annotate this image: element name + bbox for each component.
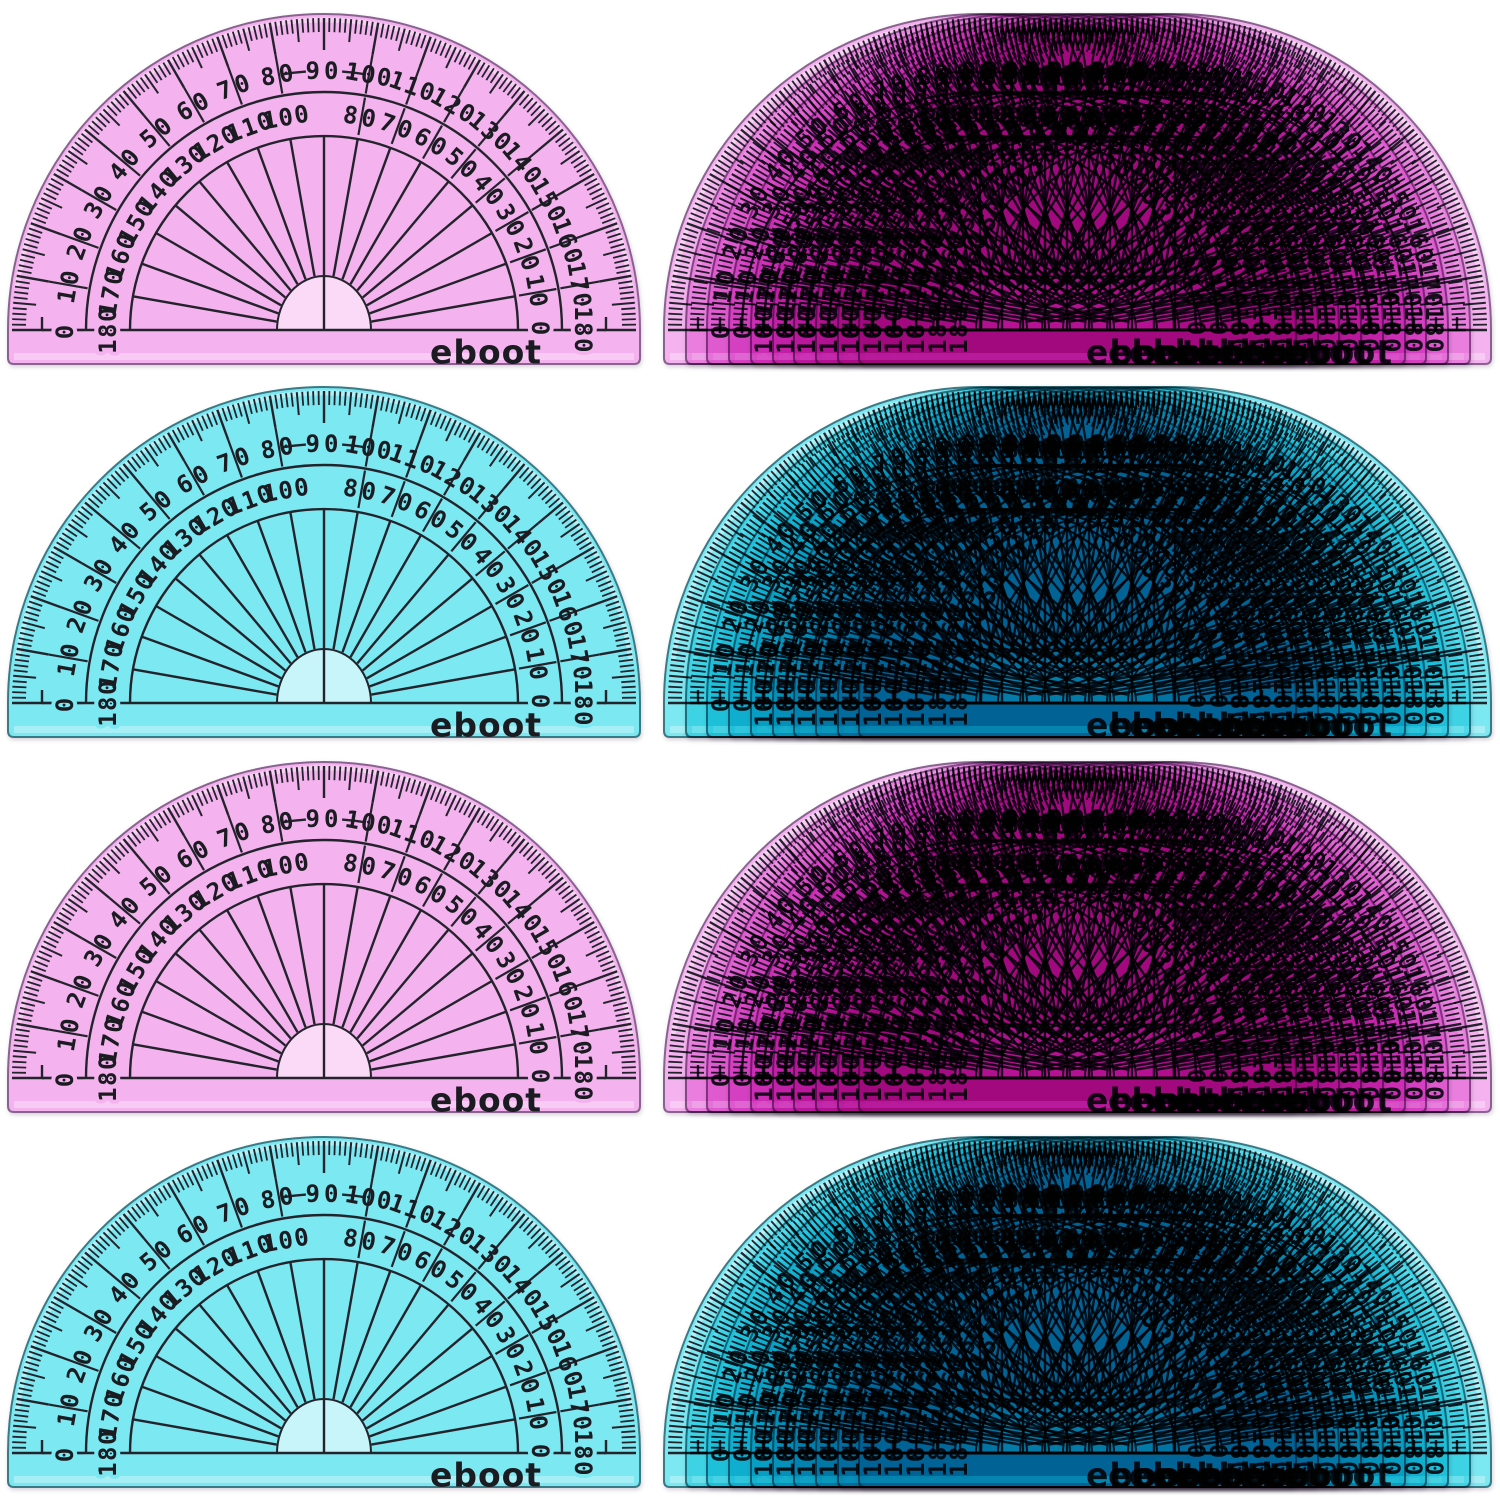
protractor-blue-stack-r4 — [660, 1129, 1495, 1491]
protractor-layer — [660, 1129, 1300, 1491]
protractor-layer — [4, 6, 644, 368]
protractor-blue-stack-r2 — [660, 379, 1495, 741]
protractor-pink-stack-r1 — [660, 6, 1495, 368]
protractor-pink-single-r1 — [4, 6, 644, 368]
protractor-layer — [660, 379, 1300, 741]
protractor-layer — [660, 754, 1300, 1116]
protractor-layer — [4, 754, 644, 1116]
protractor-pink-stack-r3 — [660, 754, 1495, 1116]
protractor-pink-single-r3 — [4, 754, 644, 1116]
protractor-layer — [4, 379, 644, 741]
protractor-layer — [4, 1129, 644, 1491]
protractor-blue-single-r4 — [4, 1129, 644, 1491]
protractor-layer — [660, 6, 1300, 368]
protractor-blue-single-r2 — [4, 379, 644, 741]
